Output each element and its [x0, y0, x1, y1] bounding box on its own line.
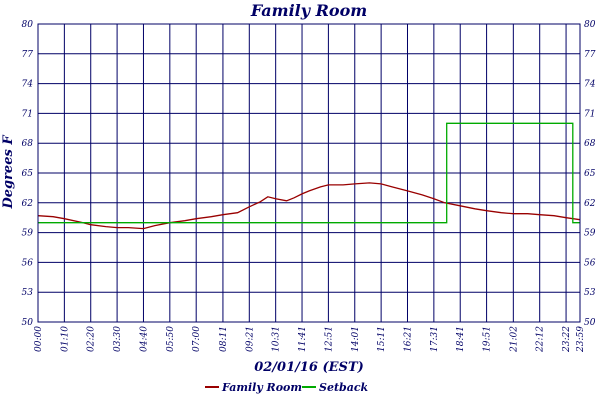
- x-tick-label: 07:00: [192, 326, 202, 352]
- y-tick-label-left: 74: [22, 80, 34, 90]
- legend-label: Setback: [319, 381, 369, 394]
- x-tick-label: 11:41: [298, 326, 308, 352]
- legend-label: Family Room: [221, 381, 302, 394]
- y-tick-label-right: 71: [584, 109, 595, 119]
- x-tick-label: 23:22: [562, 326, 572, 353]
- y-tick-label-right: 65: [584, 169, 596, 179]
- x-tick-label: 05:50: [166, 326, 176, 352]
- x-tick-label: 12:51: [324, 326, 334, 352]
- y-ticks-left: 50 53 56 59 62 65 68 71 74 77 80: [22, 20, 34, 328]
- y-tick-label-right: 74: [584, 80, 596, 90]
- y-tick-label-left: 71: [22, 109, 33, 119]
- x-tick-label: 23:59: [576, 326, 586, 353]
- x-tick-label: 08:11: [219, 326, 229, 352]
- y-tick-label-right: 80: [584, 20, 596, 30]
- chart-title: Family Room: [250, 1, 367, 20]
- series-lines: [37, 122, 581, 230]
- x-tick-label: 14:01: [351, 326, 361, 352]
- legend: Family Room Setback: [205, 381, 369, 394]
- x-tick-label: 16:21: [403, 326, 413, 352]
- y-axis-label: Degrees F: [1, 135, 16, 210]
- y-tick-label-right: 59: [584, 229, 596, 239]
- y-tick-label-right: 56: [584, 258, 596, 268]
- x-tick-label: 10:31: [272, 326, 282, 352]
- y-tick-label-left: 77: [22, 50, 34, 60]
- y-tick-label-left: 65: [22, 169, 34, 179]
- y-tick-label-right: 77: [584, 50, 596, 60]
- y-tick-label-left: 53: [22, 288, 34, 298]
- y-tick-label-left: 80: [22, 20, 34, 30]
- x-tick-label: 02:20: [87, 326, 97, 352]
- x-tick-label: 15:11: [377, 326, 387, 352]
- x-tick-label: 19:51: [483, 326, 493, 352]
- x-tick-label: 00:00: [34, 326, 44, 352]
- y-tick-label-right: 68: [584, 139, 596, 149]
- x-tick-label: 04:40: [139, 326, 149, 352]
- series-line-setback: [38, 122, 580, 224]
- y-tick-label-left: 62: [22, 199, 34, 209]
- x-ticks: 00:00 01:10 02:20 03:30 04:40 05:50 07:00 08:11…: [34, 326, 586, 353]
- x-tick-label: 01:10: [60, 326, 70, 352]
- y-tick-label-right: 62: [584, 199, 596, 209]
- y-tick-label-left: 50: [22, 318, 34, 328]
- y-tick-label-right: 50: [584, 318, 596, 328]
- x-tick-label: 17:31: [430, 326, 440, 352]
- x-tick-label: 21:02: [509, 326, 519, 353]
- x-tick-label: 09:21: [245, 326, 255, 352]
- x-axis-label: 02/01/16 (EST): [254, 360, 364, 375]
- plot-frame: [37, 23, 581, 323]
- x-tick-label: 22:12: [536, 326, 546, 353]
- x-tick-label: 03:30: [113, 326, 123, 352]
- y-tick-label-left: 59: [22, 229, 34, 239]
- x-tick-label: 18:41: [456, 326, 466, 352]
- y-tick-label-left: 68: [22, 139, 34, 149]
- y-tick-label-left: 56: [22, 258, 34, 268]
- series-line-family-room: [37, 182, 581, 230]
- y-ticks-right: 50 53 56 59 62 65 68 71 74 77 80: [584, 20, 596, 328]
- y-tick-label-right: 53: [584, 288, 596, 298]
